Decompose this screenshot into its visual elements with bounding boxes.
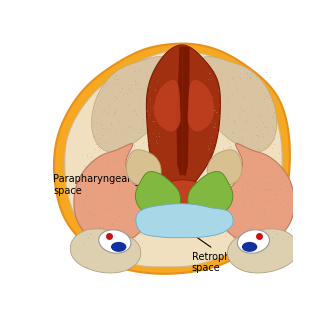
Polygon shape [146, 45, 220, 190]
Polygon shape [126, 150, 161, 186]
Polygon shape [147, 180, 221, 232]
Ellipse shape [111, 242, 127, 252]
Ellipse shape [242, 242, 257, 252]
Text: Parapharyngeal
space: Parapharyngeal space [53, 174, 145, 196]
Polygon shape [190, 57, 277, 152]
Ellipse shape [237, 230, 269, 253]
Polygon shape [135, 172, 181, 219]
Ellipse shape [99, 230, 131, 253]
Polygon shape [65, 51, 282, 267]
Polygon shape [70, 229, 141, 273]
Polygon shape [182, 47, 190, 176]
Polygon shape [177, 47, 182, 176]
Polygon shape [154, 80, 181, 132]
Polygon shape [136, 204, 233, 238]
Polygon shape [92, 57, 178, 152]
Polygon shape [207, 150, 242, 186]
Polygon shape [188, 172, 233, 219]
Polygon shape [74, 144, 150, 244]
Polygon shape [188, 80, 214, 132]
Polygon shape [54, 44, 290, 274]
Text: Retropharyngeal
space: Retropharyngeal space [186, 230, 273, 273]
Polygon shape [218, 144, 294, 244]
Polygon shape [228, 229, 298, 273]
